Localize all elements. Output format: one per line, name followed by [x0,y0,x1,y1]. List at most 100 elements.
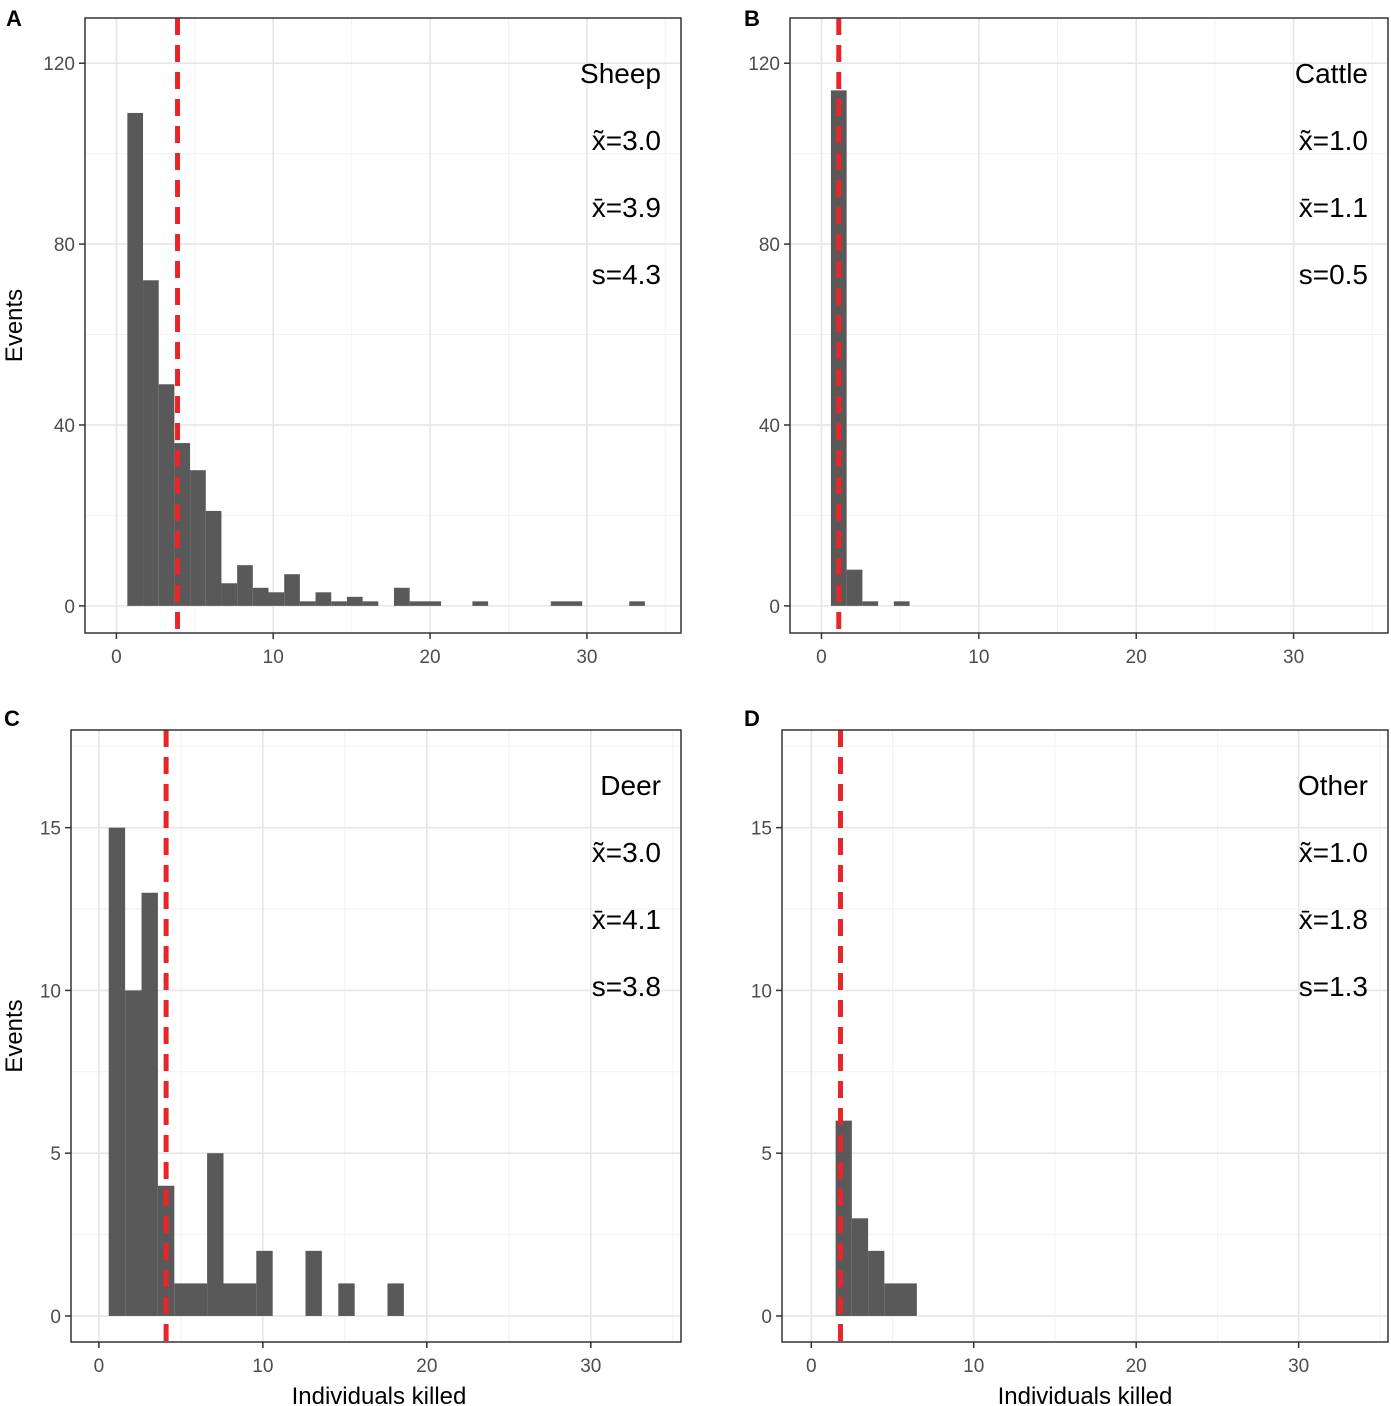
histogram-bar [884,1283,917,1316]
histogram-bar [409,601,442,606]
histogram-bar [305,1250,322,1316]
histogram-bar [362,601,379,606]
histogram-bar [550,601,583,606]
x-tick-label: 20 [1126,647,1147,668]
x-tick-label: 20 [1126,1356,1147,1377]
histogram-bar [221,583,238,606]
histogram-bar [629,601,645,606]
histogram-bar [846,569,863,606]
y-tick-label: 0 [50,1307,61,1328]
stat-label: s=0.5 [1299,259,1368,290]
stat-label: x̃=1.0 [1299,837,1368,868]
x-tick-label: 30 [1288,1356,1309,1377]
histogram-bar [393,587,410,606]
stat-label: x̃=3.0 [592,837,661,868]
x-tick-label: 0 [111,647,122,668]
species-label: Sheep [580,58,661,89]
x-tick-label: 0 [94,1356,105,1377]
stat-label: x̄=4.1 [592,904,661,935]
plot-frame [70,729,682,1343]
x-tick-label: 20 [419,647,440,668]
panel-C: 0 10 20 30 0 5 10 15 C Deer x̃=3.0 x̄=4.1 s=3.8 Event… [1,706,682,1406]
histogram-bar [174,1283,208,1316]
panel-letter: B [744,6,760,31]
x-tick-label: 10 [968,647,989,668]
x-tick-label: 10 [252,1356,273,1377]
histogram-bar [158,384,175,606]
histogram-bar [472,601,489,606]
histogram-bar [205,510,222,606]
plot-frame [84,17,682,634]
histogram-bar [315,592,332,606]
x-tick-label: 0 [806,1356,817,1377]
panel-B: 0 10 20 30 0 40 80 120 B Cattle x̃=1.0 x̄=1.1 s=0.5 [744,6,1389,668]
species-label: Deer [600,770,661,801]
panel-letter: C [4,706,20,731]
stat-label: s=1.3 [1299,971,1368,1002]
panel-letter: A [6,6,22,31]
histogram-bar [141,892,158,1316]
x-tick-label: 30 [1283,647,1304,668]
histogram-bar [268,592,285,606]
stat-label: s=3.8 [592,971,661,1002]
plot-frame [789,17,1389,634]
stat-label: x̄=3.9 [592,192,661,223]
histogram-bar [299,601,316,606]
y-tick-label: 0 [64,597,75,618]
species-label: Other [1298,770,1368,801]
x-tick-label: 20 [416,1356,437,1377]
panel-D: 0 10 20 30 0 5 10 15 D Other x̃=1.0 x̄=1.8 s=1.3 Indi… [744,706,1389,1406]
histogram-bar [851,1218,869,1316]
y-tick-label: 120 [748,54,780,75]
y-tick-label: 15 [751,819,772,840]
y-tick-label: 80 [759,235,780,256]
y-tick-label: 5 [50,1144,61,1165]
y-axis-title: Events [1,289,28,362]
histogram-bar [252,587,269,606]
histogram-bar [174,443,191,606]
y-tick-label: 0 [769,597,780,618]
x-tick-label: 10 [263,647,284,668]
x-tick-label: 30 [580,1356,601,1377]
y-tick-label: 40 [759,416,780,437]
x-tick-label: 10 [963,1356,984,1377]
x-axis-title: Individuals killed [998,1383,1173,1406]
y-tick-label: 0 [761,1307,772,1328]
y-tick-label: 10 [751,981,772,1002]
histogram-bar [387,1283,404,1316]
x-tick-label: 0 [816,647,827,668]
histogram-bar [223,1283,257,1316]
histogram-bar [127,112,144,606]
histogram-bar [237,565,253,606]
y-tick-label: 80 [54,235,75,256]
y-tick-label: 40 [54,416,75,437]
histogram-bar [143,280,159,606]
y-tick-label: 5 [761,1144,772,1165]
x-tick-label: 30 [576,647,597,668]
plot-frame [781,729,1389,1343]
histogram-bar [338,1283,355,1316]
stat-label: x̃=1.0 [1299,125,1368,156]
histogram-bar [256,1250,273,1316]
y-tick-label: 15 [40,819,61,840]
histogram-bar [893,601,910,606]
stat-label: s=4.3 [592,259,661,290]
histogram-bar [284,574,300,606]
panel-A: 0 10 20 30 0 40 80 120 A Sheep x̃=3.0 x̄=3.9 s=4.3 Ev… [1,6,682,668]
stat-label: x̄=1.8 [1299,904,1368,935]
panel-letter: D [744,706,760,731]
histogram-bar [346,596,363,606]
y-tick-label: 120 [43,54,75,75]
x-axis-title: Individuals killed [292,1383,467,1406]
histogram-bar [862,601,879,606]
species-label: Cattle [1295,58,1368,89]
histogram-bar [190,470,206,606]
stat-label: x̃=3.0 [592,125,661,156]
stat-label: x̄=1.1 [1299,192,1368,223]
y-tick-label: 10 [40,981,61,1002]
histogram-bar [207,1153,224,1316]
histogram-bar [125,990,142,1316]
histogram-bar [108,827,126,1316]
histogram-bar [868,1250,885,1316]
